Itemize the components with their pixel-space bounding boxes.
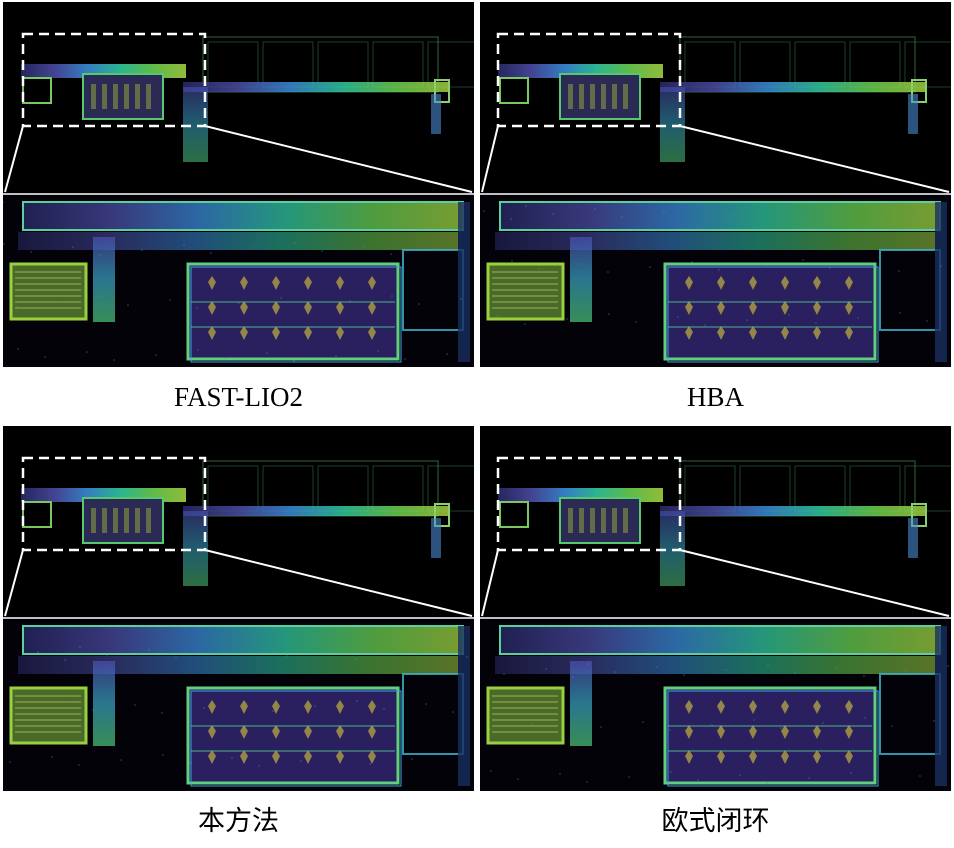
zoom-region-box xyxy=(21,32,207,128)
overview-map xyxy=(4,456,474,617)
zoom-region-box xyxy=(496,32,682,128)
zoom-region-box xyxy=(496,456,682,552)
overview-map xyxy=(4,32,474,193)
point-cloud-figure xyxy=(3,426,474,791)
zoom-connector-line xyxy=(204,125,473,193)
panel-fast-lio2: FAST-LIO2 xyxy=(0,0,477,424)
zoomed-detail-map xyxy=(3,193,474,367)
zoomed-detail-map xyxy=(480,193,951,367)
zoom-connector-line xyxy=(679,125,950,193)
zoom-connector-line xyxy=(4,125,24,193)
point-cloud-figure xyxy=(3,2,474,367)
point-cloud-map xyxy=(480,426,951,791)
zoomed-detail-map xyxy=(3,617,474,791)
zoom-connector-line xyxy=(4,549,24,617)
panel-proposed-method: 本方法 xyxy=(0,424,477,848)
panel-caption: 欧式闭环 xyxy=(661,806,770,836)
zoom-connector-line xyxy=(679,549,950,617)
overview-map xyxy=(481,456,951,617)
overview-map xyxy=(481,32,951,193)
point-cloud-map xyxy=(3,2,474,367)
zoom-region-box xyxy=(21,456,207,552)
zoom-connector-line xyxy=(481,125,499,193)
zoom-connector-line xyxy=(204,549,473,617)
panel-caption: HBA xyxy=(686,382,744,412)
zoomed-detail-map xyxy=(480,617,951,791)
point-cloud-map xyxy=(480,2,951,367)
panel-caption: FAST-LIO2 xyxy=(173,382,303,412)
panel-caption: 本方法 xyxy=(198,806,279,836)
point-cloud-figure xyxy=(480,426,951,791)
panel-euclidean-loop-closure: 欧式闭环 xyxy=(477,424,954,848)
point-cloud-map xyxy=(3,426,474,791)
zoom-connector-line xyxy=(481,549,499,617)
point-cloud-figure xyxy=(480,2,951,367)
panel-hba: HBA xyxy=(477,0,954,424)
